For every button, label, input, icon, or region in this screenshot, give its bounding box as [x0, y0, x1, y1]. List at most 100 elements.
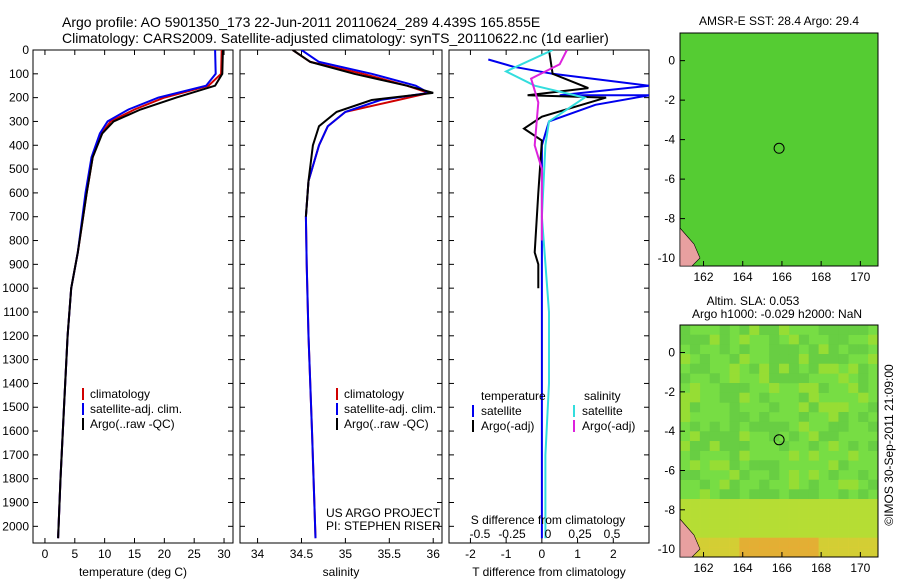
sla-cell [848, 344, 859, 355]
sla-cell [828, 334, 839, 345]
sla-cell [769, 421, 780, 432]
sla-cell [709, 499, 720, 509]
sla-cell [759, 528, 770, 538]
sla-cell [798, 508, 809, 519]
sla-cell [779, 421, 790, 432]
map-x-tick-label: 162 [694, 561, 714, 575]
sla-cell [699, 354, 710, 364]
sla-cell [739, 392, 750, 403]
sla-cell [699, 547, 710, 558]
legend-title: salinity [584, 389, 621, 403]
sla-cell [838, 489, 849, 500]
y-tick-label: 1300 [2, 353, 29, 367]
sla-cell [739, 547, 750, 558]
sla-cell [689, 431, 701, 442]
y-tick-label: 400 [9, 138, 29, 152]
sla-cell [739, 441, 750, 451]
sla-cell [838, 460, 849, 471]
sla-cell [808, 354, 819, 364]
sla-cell [848, 537, 859, 548]
sla-cell [729, 528, 740, 538]
sla-cell [680, 412, 691, 422]
x-tick-label: 0 [539, 547, 546, 561]
sla-cell [868, 479, 879, 490]
sla-cell [769, 383, 780, 393]
sla-cell [788, 479, 800, 490]
x-tick-label: 36 [427, 547, 441, 561]
sla-cell [680, 392, 691, 403]
land-patch [679, 227, 701, 267]
series-line-1 [522, 50, 607, 289]
sla-cell [828, 354, 839, 364]
y-tick-label: 700 [9, 210, 29, 224]
map-title: Altim. SLA: 0.053 [707, 294, 800, 308]
sla-cell [808, 450, 819, 461]
x-tick-label: 34 [251, 547, 265, 561]
sla-cell [749, 547, 760, 558]
sla-cell [719, 431, 730, 442]
sla-cell [808, 537, 819, 548]
sla-cell [729, 537, 740, 548]
sla-cell [749, 489, 760, 500]
imos-credit: ©IMOS 30-Sep-2011 21:09:00 [882, 364, 896, 526]
sla-cell [739, 354, 750, 364]
sla-cell [808, 402, 819, 413]
y-tick-label: 1500 [2, 400, 29, 414]
sla-cell [689, 344, 701, 355]
sla-cell [788, 354, 800, 364]
sla-cell [769, 325, 780, 335]
sla-cell [689, 460, 701, 471]
y-tick-label: 600 [9, 186, 29, 200]
y-tick-label: 200 [9, 91, 29, 105]
sla-cell [818, 354, 829, 364]
sla-cell [788, 450, 800, 461]
sla-cell [699, 537, 710, 548]
sla-cell [798, 421, 809, 432]
sla-cell [719, 489, 730, 500]
sla-cell [759, 547, 770, 558]
sla-cell [689, 499, 701, 509]
sla-cell [818, 402, 829, 413]
x-axis-label: temperature (deg C) [79, 565, 187, 579]
map-background [680, 33, 878, 266]
sla-cell [769, 363, 780, 374]
sla-cell [749, 460, 760, 471]
sla-cell [828, 470, 839, 480]
sla-cell [699, 499, 710, 509]
map-x-tick-label: 166 [772, 561, 792, 575]
sla-cell [729, 470, 740, 480]
sla-cell [699, 508, 710, 519]
sla-cell [858, 392, 869, 403]
sla-cell [798, 499, 809, 509]
map-y-tick-label: -4 [664, 424, 675, 438]
legend-label: Argo(..raw -QC) [344, 417, 429, 431]
map-x-tick-label: 162 [694, 270, 714, 284]
sla-cell [818, 528, 829, 538]
map-x-tick-label: 170 [850, 561, 870, 575]
sla-cell [719, 383, 730, 393]
legend-label: climatology [90, 387, 150, 401]
sla-cell [769, 499, 780, 509]
sla-cell [769, 431, 780, 442]
sla-cell [749, 421, 760, 432]
sla-cell [759, 325, 770, 335]
sla-cell [818, 499, 829, 509]
sla-cell [779, 325, 790, 335]
sla-cell [699, 518, 710, 529]
x-tick-label: 15 [128, 547, 142, 561]
annotation-text: PI: STEPHEN RISER [326, 519, 441, 533]
sla-cell [868, 518, 879, 529]
map-y-tick-label: -6 [664, 172, 675, 186]
sla-cell [868, 402, 879, 413]
sla-cell [779, 441, 790, 451]
sla-cell [818, 508, 829, 519]
sla-cell [769, 489, 780, 500]
sla-cell [808, 383, 819, 393]
sla-cell [709, 373, 720, 384]
sla-cell [759, 499, 770, 509]
sla-cell [719, 479, 730, 490]
sla-cell [808, 518, 819, 529]
sla-cell [848, 479, 859, 490]
sla-cell [798, 334, 809, 345]
map-0-field [680, 33, 878, 266]
